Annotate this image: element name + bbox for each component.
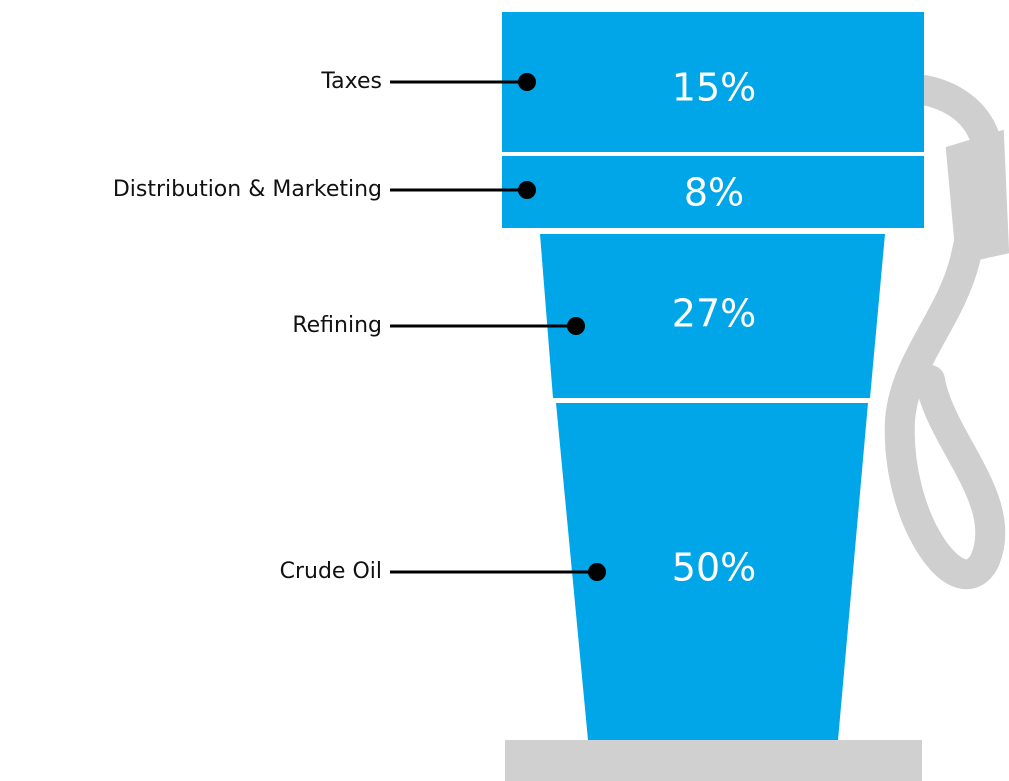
value-label: 27% xyxy=(672,292,756,336)
leader-dot xyxy=(518,73,536,91)
category-label: Taxes xyxy=(320,69,382,94)
pump-hose xyxy=(884,75,1009,590)
category-label: Distribution & Marketing xyxy=(113,177,382,202)
value-label: 15% xyxy=(672,66,756,110)
category-label: Refining xyxy=(292,313,382,338)
value-label: 8% xyxy=(684,171,744,215)
category-label: Crude Oil xyxy=(280,559,382,584)
pump-base xyxy=(505,740,922,781)
value-label: 50% xyxy=(672,546,756,590)
leader-dot xyxy=(567,317,585,335)
segment xyxy=(502,156,924,228)
segment xyxy=(556,403,868,740)
leader-dot xyxy=(588,563,606,581)
leader-dot xyxy=(518,181,536,199)
segment xyxy=(502,12,924,152)
segment xyxy=(540,234,885,398)
